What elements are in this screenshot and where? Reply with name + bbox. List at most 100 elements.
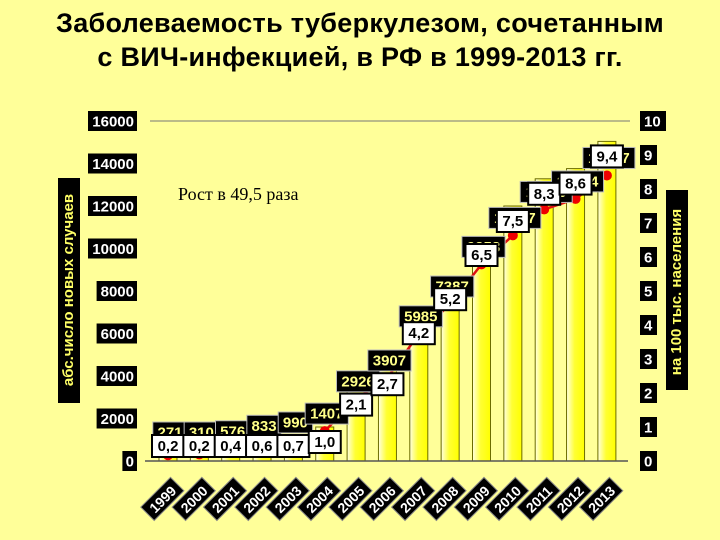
cases-label-2006: 3907 [373,352,406,369]
title-line-2: с ВИЧ-инфекцией, в РФ в 1999-2013 гг. [97,42,623,72]
rate-label-box-2010 [495,209,530,233]
y-tick-box-16000 [88,111,137,131]
x-tick-box-2010 [484,476,530,522]
y-tick-box-2000 [96,408,137,429]
y2-tick-4: 4 [644,318,653,335]
x-tick-box-2005 [328,476,373,522]
x-tick-box-2009 [453,476,499,522]
y-tick-box-10000 [88,238,137,259]
rate-label-2010: 7,5 [502,213,523,230]
rate-label-2003: 0,7 [283,438,304,455]
rate-label-box-2006 [370,372,405,397]
x-tick-group-2011: 2011 [516,476,561,522]
x-tick-box-2011 [516,476,561,522]
cases-label-2004: 1407 [310,406,343,423]
x-tick-box-2008 [422,476,467,522]
rate-label-2002: 0,6 [252,438,273,455]
y-axis-label-strip [58,178,80,403]
y2-tick-box-8 [640,179,657,199]
rate-label-2011: 8,3 [534,186,555,203]
y-tick-2000: 2000 [101,411,134,428]
rate-label-2008: 5,2 [440,291,461,308]
rate-label-box-2013 [589,144,624,169]
y2-tick-8: 8 [644,182,652,199]
y-tick-6000: 6000 [101,326,134,343]
rate-label-box-2007 [401,321,436,346]
y2-tick-3: 3 [644,352,652,369]
growth-annotation: Рост в 49,5 раза [178,184,298,204]
x-tick-box-2003 [265,476,311,522]
y2-tick-0: 0 [644,454,652,471]
y2-tick-box-6 [640,247,657,267]
y-tick-4000: 4000 [101,369,134,386]
rate-label-box-2004 [307,430,342,454]
x-tick-box-2002 [234,476,279,522]
y2-tick-box-7 [640,213,657,233]
rate-label-2012: 8,6 [565,176,586,193]
y2-tick-box-3 [640,349,657,369]
axes-layer: 0200040006000800010000120001400016000012… [58,111,688,522]
x-tick-box-1999 [140,476,185,522]
x-tick-group-1999: 1999 [140,476,185,522]
cases-point-2012 [570,193,581,204]
y-axis-label: абс.число новых случаев [60,194,77,386]
rate-label-2006: 2,7 [377,376,398,393]
x-tick-group-2012: 2012 [547,476,593,522]
y-tick-14000: 14000 [92,156,134,173]
cases-point-2011 [539,204,550,215]
x-tick-box-2000 [171,476,216,522]
y2-axis-label-strip [666,190,688,390]
rate-label-box-2009 [464,243,499,267]
x-tick-group-2000: 2000 [171,476,216,522]
x-tick-group-2013: 2013 [578,476,624,522]
y-tick-box-6000 [96,323,137,344]
cases-label-2002: 833 [252,418,277,435]
y-tick-0: 0 [126,454,134,471]
slide-title: Заболеваемость туберкулезом, сочетанным … [0,6,720,74]
labels-layer: 2713105768339901407292639075985738792531… [151,144,636,458]
y2-tick-box-0 [640,451,657,471]
x-tick-group-2009: 2009 [453,476,499,522]
y2-tick-1: 1 [644,420,652,437]
x-tick-box-2006 [359,476,405,522]
y2-tick-box-4 [640,315,657,335]
x-tick-group-2003: 2003 [265,476,311,522]
rate-label-2004: 1,0 [314,434,335,451]
x-tick-group-2006: 2006 [359,476,405,522]
rate-label-2009: 6,5 [471,247,492,264]
y-tick-8000: 8000 [101,284,134,301]
rate-label-box-2012 [558,171,593,196]
cases-point-2013 [601,170,612,181]
y2-tick-5: 5 [644,284,652,301]
x-tick-group-2002: 2002 [234,476,279,522]
y2-tick-box-2 [640,383,657,403]
x-tick-group-2008: 2008 [422,476,467,522]
y-tick-box-4000 [96,366,137,386]
y-tick-box-12000 [88,196,137,216]
rate-label-2001: 0,4 [220,438,242,455]
cases-label-box-2006 [367,349,412,372]
x-tick-box-2007 [390,476,436,522]
y2-tick-6: 6 [644,250,652,267]
rate-label-2013: 9,4 [596,148,618,165]
x-tick-box-2013 [578,476,624,522]
y-tick-box-0 [122,451,137,471]
y-tick-10000: 10000 [92,241,134,258]
bar-2010 [503,205,523,462]
x-tick-group-2005: 2005 [328,476,373,522]
rate-label-2000: 0,2 [189,438,210,455]
y2-tick-2: 2 [644,386,652,403]
y2-tick-box-1 [640,417,657,437]
y-tick-12000: 12000 [92,199,134,216]
cases-label-2005: 2926 [341,373,374,390]
y2-tick-9: 9 [644,148,652,165]
x-tick-box-2004 [296,476,342,522]
y-tick-16000: 16000 [92,114,134,131]
x-tick-box-2001 [202,476,248,522]
x-tick-box-2012 [547,476,593,522]
rate-label-2005: 2,1 [346,397,367,414]
y-tick-box-8000 [96,281,137,301]
cases-label-2007: 5985 [404,308,437,325]
y2-tick-7: 7 [644,216,652,233]
